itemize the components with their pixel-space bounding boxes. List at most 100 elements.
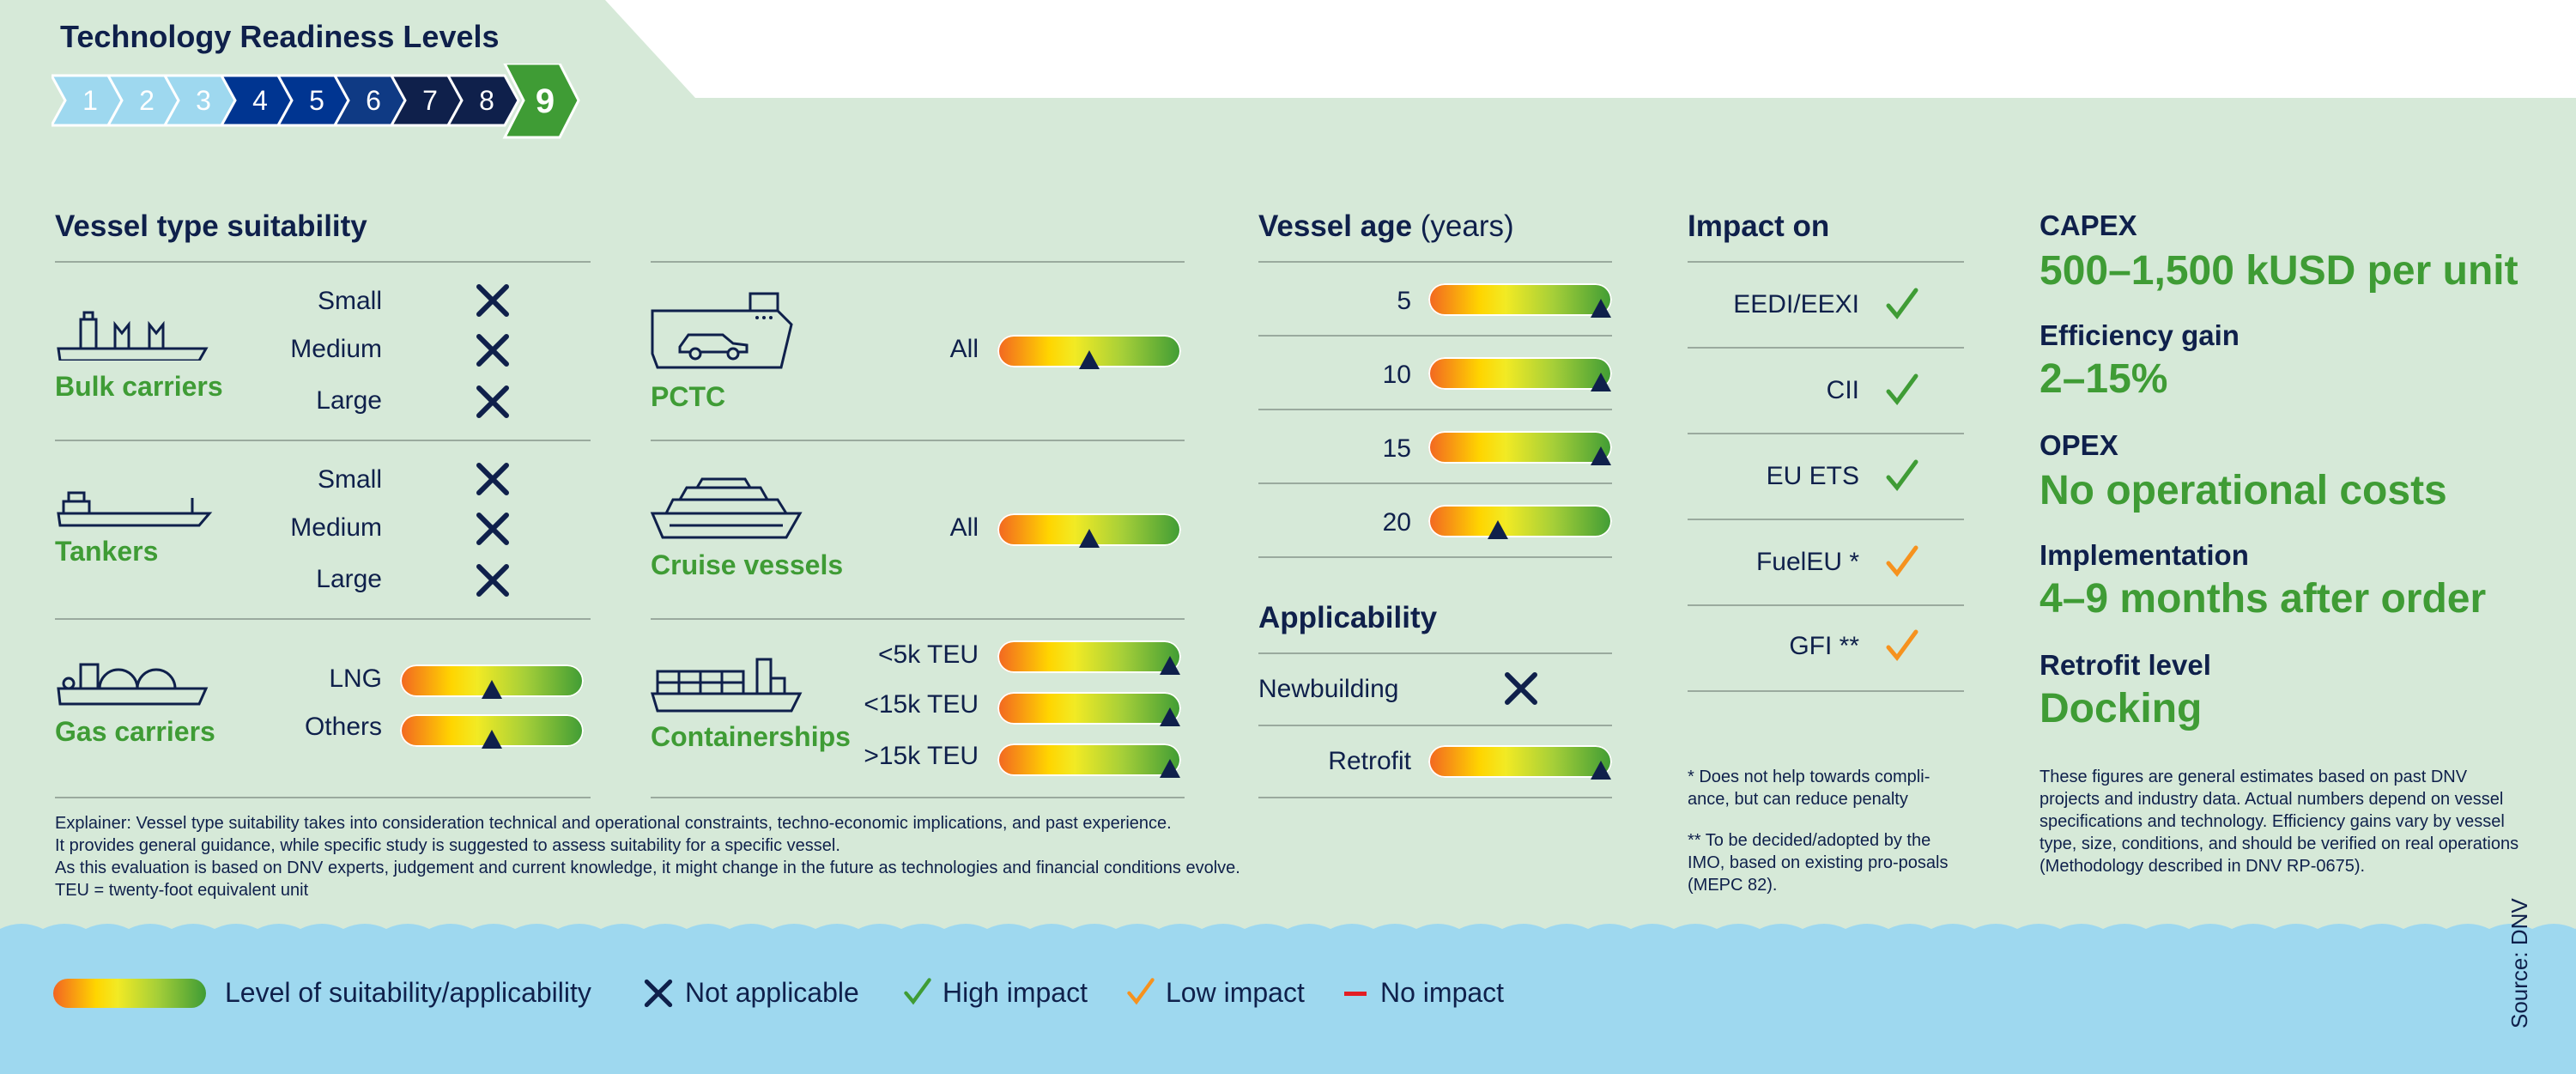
gas-others-label: Others [304,713,382,741]
opex-value: No operational costs [2040,468,2447,513]
trl-title: Technology Readiness Levels [60,19,500,54]
implementation-heading: Implementation [2040,539,2249,571]
trl-level-1: 1 [82,85,98,116]
opex-heading: OPEX [2040,429,2118,461]
impact-heading: Impact on [1688,209,1830,243]
bulk-medium-label: Medium [290,335,382,363]
suitability-bar-retrofit [1428,745,1612,780]
capex-value: 500–1,500 kUSD per unit [2040,248,2518,294]
legend-high-impact: High impact [943,977,1088,1008]
suitability-bar-age-15 [1428,431,1612,465]
vessel-type-heading: Vessel type suitability [55,209,367,243]
trl-level-8: 8 [479,85,494,116]
low-impact-check-icon [1886,629,1918,662]
header-background [605,0,2576,98]
efficiency-heading: Efficiency gain [2040,319,2240,351]
high-impact-check-icon [1886,459,1918,492]
container-gt15k-label: >15k TEU [864,742,979,770]
trl-level-9: 9 [536,82,555,120]
tankers-label: Tankers [55,536,159,567]
disclaimer-text: These figures are general estimates base… [2040,768,2519,876]
suitability-bar-container-5k [997,640,1181,675]
legend-low-impact: Low impact [1166,977,1305,1008]
cruise-vessel-icon [650,477,803,539]
containerships-label: Containerships [651,721,851,752]
implementation-value: 4–9 months after order [2040,576,2487,622]
container-15k-label: <15k TEU [864,690,979,719]
impact-note-2: ** To be decided/adopted by the IMO, bas… [1688,831,1949,895]
retrofit-level-value: Docking [2040,686,2203,731]
trl-chevrons: 1 2 3 4 5 6 7 8 9 [52,64,580,139]
suitability-bar-age-10 [1428,357,1612,391]
impact-euets-label: EU ETS [1766,462,1859,490]
impact-fueleu-label: FuelEU * [1755,548,1859,576]
not-applicable-icon [476,284,509,317]
pctc-all-label: All [949,335,979,363]
tankers-small-label: Small [317,465,382,494]
bulk-carriers-label: Bulk carriers [55,371,223,402]
trl-level-7: 7 [422,85,438,116]
bulk-large-label: Large [316,386,382,415]
suitability-bar-cruise [997,513,1181,548]
legend-not-applicable: Not applicable [685,977,859,1008]
containership-icon [650,658,803,713]
tankers-large-label: Large [316,565,382,593]
capex-heading: CAPEX [2040,209,2137,241]
explainer-line-3: As this evaluation is based on DNV exper… [55,859,1240,877]
high-impact-check-icon [1886,288,1918,320]
suitability-bar-pctc [997,335,1181,369]
tankers-medium-label: Medium [290,513,382,542]
bulk-small-label: Small [317,287,382,315]
trl-level-3: 3 [196,85,211,116]
low-impact-check-icon [1886,545,1918,578]
legend-not-applicable-icon [644,979,673,1008]
explainer-line-4: TEU = twenty-foot equivalent unit [55,881,309,900]
impact-eedi-label: EEDI/EEXI [1733,290,1859,319]
pctc-icon [651,292,793,369]
age-20-label: 20 [1382,508,1411,537]
explainer-line-1: Explainer: Vessel type suitability takes… [55,814,1172,833]
cruise-all-label: All [949,513,979,542]
water-background [0,924,2576,1074]
legend-high-impact-icon [904,978,931,1005]
impact-note-1: * Does not help towards compli-ance, but… [1688,768,1930,809]
pctc-label: PCTC [651,381,726,412]
not-applicable-icon [476,513,509,545]
age-15-label: 15 [1382,434,1411,463]
gas-carriers-label: Gas carriers [55,716,215,747]
not-applicable-icon [476,463,509,495]
not-applicable-icon [476,385,509,418]
trl-level-2: 2 [139,85,155,116]
applicability-heading: Applicability [1258,601,1438,634]
impact-gfi-label: GFI ** [1789,632,1859,660]
retrofit-label: Retrofit [1328,747,1411,775]
legend-low-impact-icon [1127,978,1155,1005]
suitability-bar-container-gt15k [997,743,1181,778]
newbuilding-label: Newbuilding [1258,675,1399,703]
gas-lng-label: LNG [329,664,382,693]
explainer: Explainer: Vessel type suitability takes… [55,812,1514,901]
age-10-label: 10 [1382,361,1411,389]
suitability-bar-age-5 [1428,283,1612,318]
trl-chevron-9 [502,64,580,139]
legend-suitability: Level of suitability/applicability [225,977,591,1008]
suitability-bar-gas-others [400,714,584,749]
trl-level-4: 4 [252,85,268,116]
impact-cii-label: CII [1826,376,1859,404]
trl-level-6: 6 [366,85,381,116]
retrofit-level-heading: Retrofit level [2040,649,2211,681]
legend-no-impact-icon [1344,992,1367,996]
explainer-line-2: It provides general guidance, while spec… [55,836,840,855]
container-5k-label: <5k TEU [878,640,979,669]
source-label: Source: DNV [2506,898,2532,1028]
suitability-bar-gas-lng [400,664,584,699]
not-applicable-icon [1505,672,1537,705]
age-5-label: 5 [1397,287,1411,315]
trl-level-5: 5 [309,85,324,116]
not-applicable-icon [476,334,509,367]
tanker-icon [57,491,213,527]
not-applicable-icon [476,564,509,597]
cruise-vessels-label: Cruise vessels [651,549,844,580]
trl-chevron-8 [445,74,520,127]
high-impact-check-icon [1886,373,1918,406]
